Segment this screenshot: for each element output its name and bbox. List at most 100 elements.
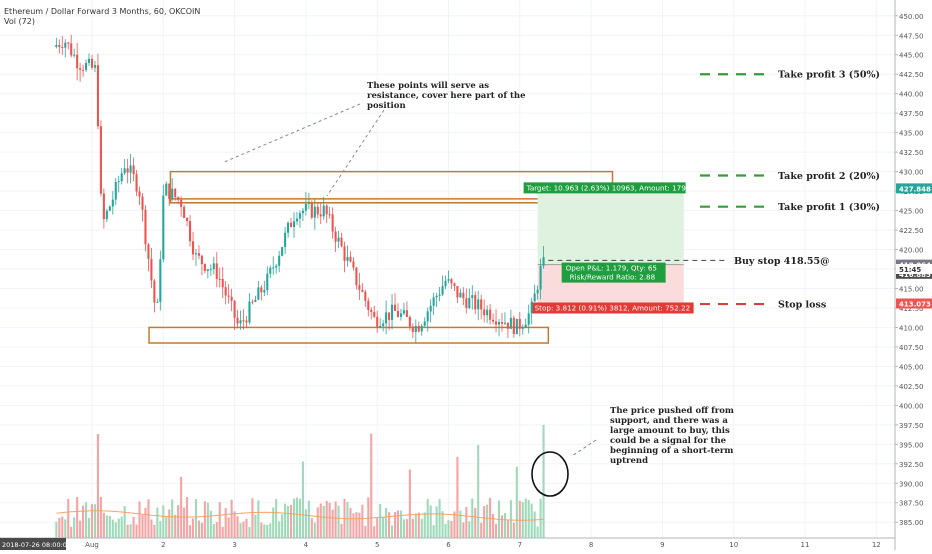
volume-bar <box>111 519 114 538</box>
candle-body <box>186 218 189 222</box>
candle-body <box>539 265 542 290</box>
volume-bar <box>471 498 474 538</box>
resistance-arrow-2 <box>326 109 385 197</box>
candle-body <box>85 62 88 70</box>
candle-body <box>233 300 236 318</box>
candle-body <box>254 299 257 303</box>
candle-body <box>364 291 367 301</box>
candle-body <box>465 298 468 309</box>
volume-bar <box>233 511 236 538</box>
candle-body <box>521 327 524 329</box>
volume-bar <box>272 507 275 538</box>
volume-bar <box>165 516 168 538</box>
volume-bar <box>96 433 99 538</box>
volume-bar <box>126 524 129 538</box>
volume-bar <box>486 504 489 538</box>
candle-body <box>408 316 411 327</box>
resistance-arrow-1 <box>221 103 361 164</box>
volume-bar <box>90 504 94 538</box>
candle-body <box>141 196 144 210</box>
volume-label: Vol (72) <box>4 17 35 26</box>
volume-arrow <box>571 439 597 457</box>
level-label: Take profit 3 (50%) <box>778 70 880 81</box>
candle-body <box>509 317 512 329</box>
candle-body <box>87 58 91 63</box>
candle-body <box>373 311 376 317</box>
volume-bar <box>257 500 260 538</box>
volume-bar <box>191 518 195 538</box>
candle-body <box>150 258 153 281</box>
candle-body <box>391 304 394 320</box>
candle-body <box>307 202 310 204</box>
volume-note-line: could be a signal for the <box>610 436 727 446</box>
volume-bar <box>393 511 397 538</box>
price-tick-label: 430.00 <box>899 169 924 177</box>
volume-bar <box>242 521 245 538</box>
price-tick-label: 432.50 <box>899 149 924 157</box>
volume-bar <box>402 519 405 538</box>
candle-body <box>331 214 334 232</box>
volume-bar <box>411 518 414 538</box>
price-tick-label: 395.00 <box>899 441 924 449</box>
volume-bar <box>304 509 307 538</box>
volume-bar <box>340 523 343 538</box>
candle-body <box>352 261 355 268</box>
candle-body <box>209 269 212 271</box>
level-lines: Take profit 3 (50%) Take profit 2 (20%) Ta… <box>548 70 880 311</box>
target-label: Target: 10.963 (2.63%) 10963, Amount: 17… <box>526 183 703 192</box>
candle-body <box>162 195 165 260</box>
volume-bar <box>322 505 325 538</box>
volume-bar <box>355 512 358 538</box>
candle-body <box>462 292 465 299</box>
open-label: Open P&L: 1.179, Qty: 65 <box>566 264 657 273</box>
candle-body <box>414 326 417 333</box>
candle-body <box>180 199 183 207</box>
volume-bar <box>251 498 254 538</box>
volume-bar <box>364 525 367 538</box>
candle-body <box>96 65 99 127</box>
candle-body <box>165 183 168 196</box>
volume-bar <box>85 502 88 538</box>
volume-bar <box>55 521 58 538</box>
price-tick-label: 415.00 <box>899 285 924 293</box>
candle-body <box>420 325 423 332</box>
candle-body <box>236 317 239 324</box>
candle-body <box>450 279 453 284</box>
volume-bar <box>260 522 263 538</box>
volume-bar <box>150 519 153 538</box>
volume-highlight-circle <box>531 451 569 497</box>
candle-body <box>168 183 171 200</box>
volume-bar <box>64 519 67 538</box>
volume-bar <box>278 521 281 538</box>
candle-body <box>367 300 370 310</box>
volume-bar <box>512 522 515 538</box>
candle-body <box>221 278 224 288</box>
price-tick-label: 405.00 <box>899 363 924 371</box>
time-tick-label: 7 <box>518 541 522 549</box>
volume-bar <box>171 499 174 538</box>
time-tick-label: 5 <box>375 541 379 549</box>
volume-bar <box>298 498 301 538</box>
candle-body <box>218 278 221 280</box>
volume-bar <box>506 520 509 538</box>
volume-bar <box>503 513 506 538</box>
volume-bar <box>337 505 340 538</box>
position-tool: Target: 10.963 (2.63%) 10963, Amount: 17… <box>523 182 703 314</box>
candle-body <box>58 44 61 48</box>
candle-body <box>506 322 509 329</box>
volume-bar <box>465 507 468 538</box>
candle-body <box>147 244 150 259</box>
candle-body <box>64 42 67 48</box>
candle-body <box>126 168 129 173</box>
volume-bar <box>391 525 394 538</box>
volume-bar <box>108 516 111 538</box>
volume-bar <box>310 518 313 538</box>
price-axis: 385.00 387.50 390.00 392.50 395.00 397.50 400.… <box>894 0 932 550</box>
candle-body <box>269 267 272 274</box>
candle-body <box>257 287 260 300</box>
price-tick-label: 407.50 <box>899 344 924 352</box>
volume-bar <box>530 503 533 538</box>
candle-body <box>275 265 278 268</box>
